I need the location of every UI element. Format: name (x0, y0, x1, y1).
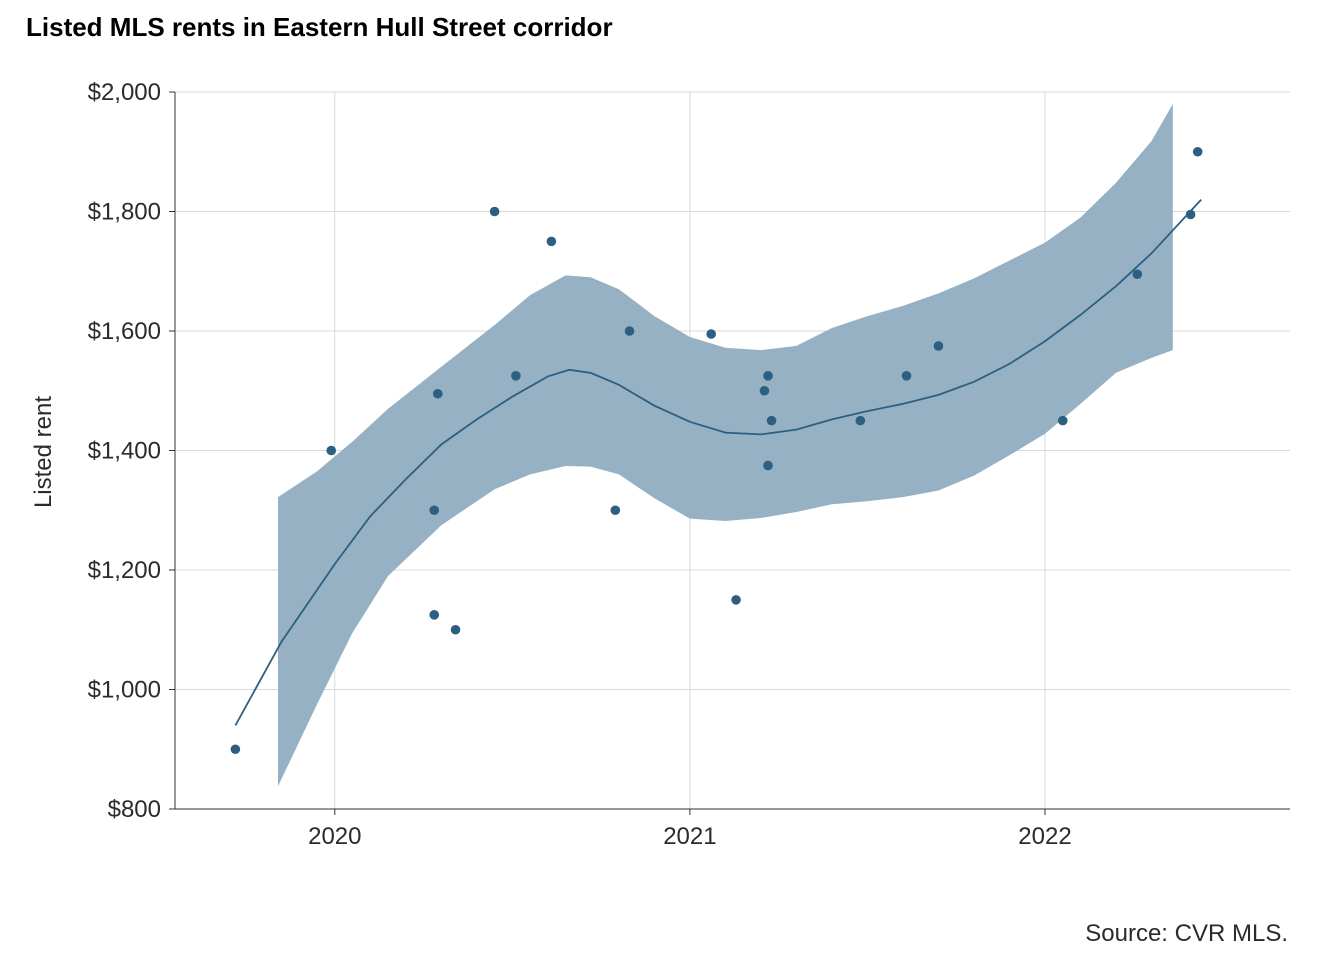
x-tick-label: 2021 (663, 823, 716, 850)
data-point (1132, 269, 1143, 280)
data-point (1057, 415, 1068, 426)
data-point (429, 610, 440, 620)
data-points-layer (230, 146, 1203, 755)
y-tick-label: $1,400 (88, 438, 161, 465)
y-tick-label: $1,000 (88, 677, 161, 704)
data-point (511, 371, 521, 381)
data-point (230, 744, 241, 755)
data-point (610, 505, 621, 516)
data-point (326, 445, 337, 456)
x-tick-label: 2020 (308, 823, 361, 850)
data-point (763, 371, 773, 381)
confidence-band-layer (278, 104, 1173, 787)
data-point (546, 236, 557, 247)
smooth-trend-layer (234, 198, 1202, 726)
data-point (933, 341, 944, 351)
data-point (1192, 146, 1203, 157)
y-tick-label: $2,000 (88, 79, 161, 106)
data-point (1185, 209, 1196, 220)
y-tick-label: $800 (108, 796, 161, 823)
data-point (450, 624, 461, 635)
data-point (763, 460, 773, 471)
axes (169, 91, 1290, 815)
data-point (432, 388, 443, 399)
x-tick-label: 2022 (1018, 823, 1071, 850)
confidence-band (278, 104, 1173, 787)
data-point (429, 505, 440, 516)
data-point (759, 385, 770, 396)
y-tick-label: $1,800 (88, 199, 161, 226)
data-point (489, 206, 500, 217)
data-point (731, 595, 741, 605)
smooth-trend-line (234, 198, 1202, 726)
chart-title: Listed MLS rents in Eastern Hull Street … (26, 12, 613, 42)
data-point (855, 415, 866, 426)
y-tick-label: $1,600 (88, 318, 161, 345)
data-point (624, 326, 635, 336)
tick-labels: $800 $1,000 $1,200 $1,400 $1,600 $1,800 $2,000… (88, 79, 1072, 850)
data-point (766, 415, 777, 426)
y-tick-label: $1,200 (88, 557, 161, 584)
data-point (706, 329, 716, 339)
data-point (901, 371, 912, 381)
source-caption: Source: CVR MLS. (1085, 920, 1288, 947)
